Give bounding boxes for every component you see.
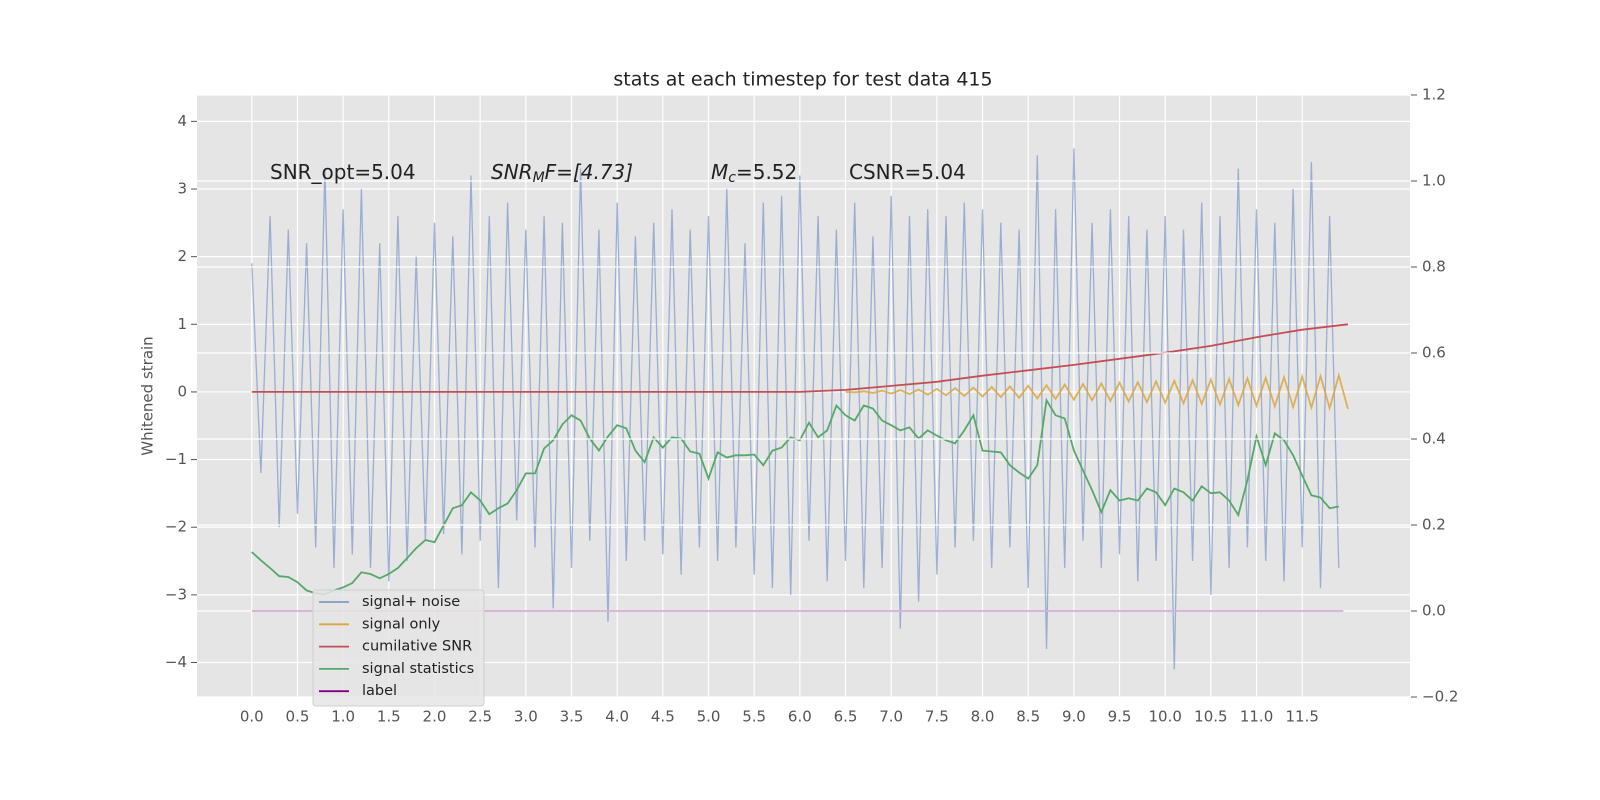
y2-tick-label: 1.2 [1422, 86, 1446, 104]
x-tick-label: 2.5 [468, 708, 492, 726]
x-tick-label: 0.5 [286, 708, 310, 726]
x-tick-label: 1.0 [331, 708, 355, 726]
series-line [251, 148, 1340, 670]
annotation-main: M [711, 160, 728, 184]
y2-tick-label: −0.2 [1422, 688, 1458, 706]
x-tick-label: 9.0 [1062, 708, 1086, 726]
y2-tick-label: 0.8 [1422, 258, 1446, 276]
y-tick-label: −1 [165, 450, 187, 468]
annotation-rest: =5.52 [736, 160, 797, 184]
x-tick-label: 5.0 [697, 708, 721, 726]
legend-label: signal+ noise [362, 594, 460, 610]
x-tick-label: 11.0 [1240, 708, 1273, 726]
y-axis-label: Whitened strain [139, 336, 157, 455]
x-tick-label: 4.5 [651, 708, 675, 726]
y-tick-label: −2 [165, 518, 187, 536]
annotation-sub: c [728, 170, 736, 186]
x-tick-label: 7.5 [925, 708, 949, 726]
y-tick-label: 0 [177, 382, 187, 400]
x-tick-label: 0.0 [240, 708, 264, 726]
annotation-rest: F=[4.73] [545, 160, 633, 184]
x-tick-label: 1.5 [377, 708, 401, 726]
x-tick-label: 6.5 [834, 708, 858, 726]
y-tick-label: 2 [177, 247, 187, 265]
legend-label: label [362, 683, 397, 699]
x-tick-label: 7.0 [879, 708, 903, 726]
annotation-main: SNR_opt=5.04 [270, 160, 416, 184]
x-tick-label: 5.5 [742, 708, 766, 726]
x-tick-label: 4.0 [605, 708, 629, 726]
annotation-main: SNR [491, 160, 533, 184]
x-tick-label: 11.5 [1286, 708, 1319, 726]
x-tick-label: 6.0 [788, 708, 812, 726]
y-tick-label: 3 [177, 180, 187, 198]
x-tick-label: 8.5 [1016, 708, 1040, 726]
x-tick-label: 8.0 [971, 708, 995, 726]
x-tick-label: 10.0 [1149, 708, 1182, 726]
y2-tick-label: 0.6 [1422, 344, 1446, 362]
legend-box [312, 589, 485, 707]
x-tick-label: 9.5 [1108, 708, 1132, 726]
annotation-sub: M [533, 170, 545, 186]
y-tick-label: 1 [177, 315, 187, 333]
x-tick-label: 10.5 [1194, 708, 1227, 726]
legend-label: signal only [362, 616, 441, 632]
x-tick-label: 3.5 [560, 708, 584, 726]
y-tick-label: −4 [165, 653, 187, 671]
y-tick-label: 4 [177, 112, 187, 130]
annotation-main: CSNR=5.04 [849, 160, 966, 184]
annotation: CSNR=5.04 [849, 160, 966, 184]
legend-label: cumilative SNR [362, 639, 472, 655]
annotation: SNR_opt=5.04 [270, 160, 416, 184]
y2-tick-label: 0.4 [1422, 430, 1446, 448]
series-line [251, 323, 1349, 393]
text-layer: 0.0 0.5 1.0 1.5 2.0 2.5 3.0 3.5 4.0 4.5 5.0 5.5 6.0 6… [165, 86, 1459, 726]
legend-label: signal statistics [362, 661, 474, 677]
chart-title: stats at each timestep for test data 415 [613, 69, 992, 91]
y2-tick-label: 1.0 [1422, 172, 1446, 190]
x-tick-label: 2.0 [423, 708, 447, 726]
annotation: SNRMF=[4.73] [491, 160, 633, 187]
y2-tick-label: 0.0 [1422, 602, 1446, 620]
series-line [845, 372, 1349, 412]
annotation: Mc=5.52 [711, 160, 797, 187]
under-layer [197, 95, 1410, 697]
x-tick-label: 3.0 [514, 708, 538, 726]
y-tick-label: −3 [165, 585, 187, 603]
y2-tick-label: 0.2 [1422, 516, 1446, 534]
